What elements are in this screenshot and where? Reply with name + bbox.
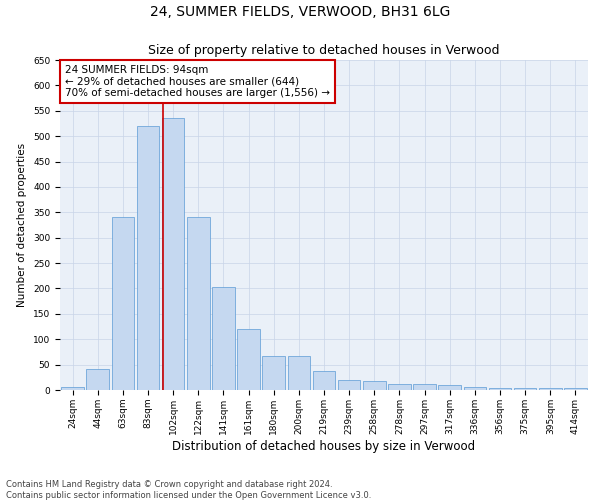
Bar (363, 381, 386, 390)
Bar (187, 218, 209, 390)
Bar (488, 388, 511, 390)
Y-axis label: Number of detached properties: Number of detached properties (17, 143, 28, 307)
Bar (539, 388, 562, 390)
Bar (413, 384, 436, 390)
Bar (212, 287, 235, 390)
Bar (262, 356, 285, 390)
X-axis label: Distribution of detached houses by size in Verwood: Distribution of detached houses by size … (172, 440, 476, 452)
Text: 24 SUMMER FIELDS: 94sqm
← 29% of detached houses are smaller (644)
70% of semi-d: 24 SUMMER FIELDS: 94sqm ← 29% of detache… (65, 65, 330, 98)
Bar (287, 356, 310, 390)
Bar (338, 380, 361, 390)
Title: Size of property relative to detached houses in Verwood: Size of property relative to detached ho… (148, 44, 500, 58)
Bar (112, 218, 134, 390)
Bar (313, 371, 335, 390)
Text: 24, SUMMER FIELDS, VERWOOD, BH31 6LG: 24, SUMMER FIELDS, VERWOOD, BH31 6LG (150, 5, 450, 19)
Bar (464, 388, 486, 390)
Bar (388, 384, 411, 390)
Bar (162, 118, 184, 390)
Bar (61, 388, 84, 390)
Bar (137, 126, 160, 390)
Bar (237, 329, 260, 390)
Bar (439, 385, 461, 390)
Text: Contains HM Land Registry data © Crown copyright and database right 2024.
Contai: Contains HM Land Registry data © Crown c… (6, 480, 371, 500)
Bar (86, 368, 109, 390)
Bar (564, 388, 587, 390)
Bar (514, 388, 536, 390)
